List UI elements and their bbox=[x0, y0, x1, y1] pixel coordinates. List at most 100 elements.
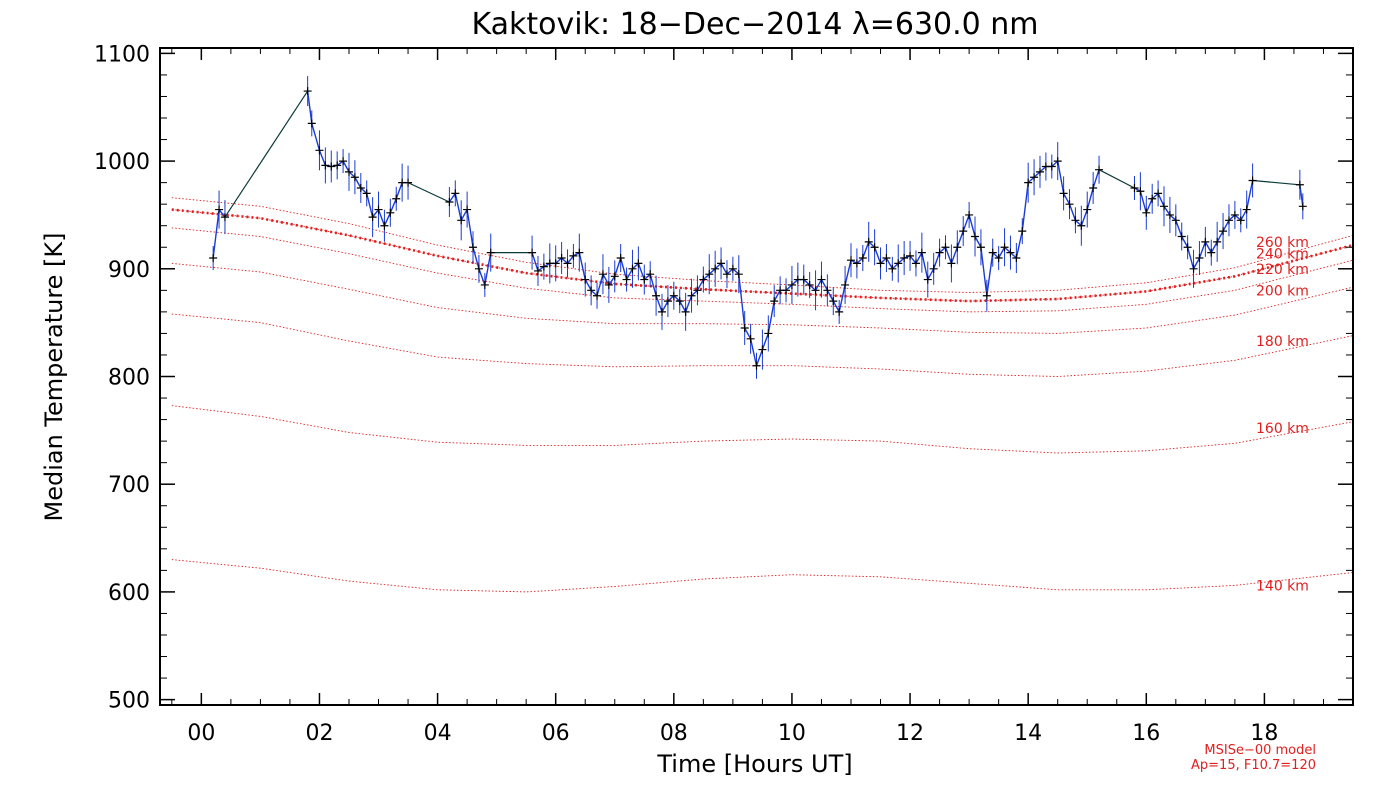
model-label-1: 240 km bbox=[1256, 247, 1309, 263]
data-segment-65 bbox=[738, 274, 746, 329]
data-point-18 bbox=[392, 194, 401, 203]
data-segment-21 bbox=[407, 182, 450, 203]
data-segment-27 bbox=[478, 268, 486, 286]
data-segment-109 bbox=[998, 246, 1006, 259]
data-segment-116 bbox=[1039, 165, 1047, 173]
data-segment-90 bbox=[885, 257, 893, 270]
data-segment-18 bbox=[389, 198, 397, 214]
data-point-59 bbox=[705, 270, 714, 279]
data-point-29 bbox=[528, 248, 537, 257]
x-tick-label-5: 10 bbox=[778, 721, 806, 746]
data-point-135 bbox=[1183, 243, 1192, 252]
data-segment-1 bbox=[212, 209, 220, 259]
data-point-52 bbox=[663, 297, 672, 306]
data-segment-47 bbox=[632, 262, 639, 270]
model-label-3: 200 km bbox=[1256, 283, 1309, 299]
data-point-130 bbox=[1154, 189, 1163, 198]
data-segment-28 bbox=[484, 252, 492, 286]
data-segment-96 bbox=[921, 252, 929, 280]
data-segment-46 bbox=[625, 268, 634, 280]
data-point-110 bbox=[1006, 248, 1015, 257]
data-segment-74 bbox=[791, 279, 799, 286]
data-point-44 bbox=[616, 254, 625, 263]
data-segment-124 bbox=[1086, 187, 1094, 210]
data-segment-121 bbox=[1068, 203, 1077, 221]
data-point-128 bbox=[1142, 208, 1151, 217]
data-point-148 bbox=[1298, 202, 1307, 211]
data-segment-5 bbox=[311, 123, 321, 151]
data-point-90 bbox=[888, 264, 897, 273]
data-point-129 bbox=[1148, 194, 1157, 203]
data-point-49 bbox=[646, 270, 655, 279]
data-segment-44 bbox=[614, 257, 622, 277]
data-point-68 bbox=[758, 345, 767, 354]
data-point-53 bbox=[669, 291, 678, 300]
data-segment-133 bbox=[1169, 214, 1177, 221]
data-segment-59 bbox=[702, 273, 710, 281]
data-point-98 bbox=[935, 248, 944, 257]
data-point-125 bbox=[1095, 165, 1104, 174]
y-tick-label-1: 600 bbox=[108, 581, 150, 606]
data-segment-110 bbox=[1004, 246, 1011, 254]
data-point-75 bbox=[799, 275, 808, 284]
data-point-124 bbox=[1089, 184, 1098, 193]
data-segment-126 bbox=[1098, 169, 1135, 189]
data-point-23 bbox=[457, 216, 466, 225]
data-segment-120 bbox=[1062, 193, 1071, 205]
data-point-35 bbox=[563, 259, 572, 268]
data-segment-39 bbox=[584, 279, 592, 291]
x-tick-label-0: 00 bbox=[187, 721, 215, 746]
data-segment-86 bbox=[862, 241, 870, 259]
data-segment-89 bbox=[880, 257, 887, 264]
data-point-17 bbox=[386, 208, 395, 217]
data-segment-87 bbox=[868, 241, 876, 248]
model-label-6: 140 km bbox=[1256, 578, 1309, 594]
data-point-14 bbox=[368, 213, 377, 222]
data-point-82 bbox=[841, 280, 850, 289]
data-point-62 bbox=[722, 270, 731, 279]
data-point-9 bbox=[339, 157, 348, 166]
y-axis-label: Median Temperature [K] bbox=[40, 232, 68, 521]
data-point-60 bbox=[711, 264, 720, 273]
data-segment-91 bbox=[891, 262, 899, 270]
data-point-112 bbox=[1018, 227, 1027, 236]
data-segment-111 bbox=[1009, 252, 1017, 259]
model-label-4: 180 km bbox=[1256, 334, 1309, 350]
data-segment-78 bbox=[814, 279, 823, 291]
data-segment-100 bbox=[944, 247, 953, 264]
data-segment-38 bbox=[578, 252, 586, 280]
data-segment-112 bbox=[1015, 230, 1023, 259]
data-point-103 bbox=[965, 210, 974, 219]
data-point-40 bbox=[593, 291, 602, 300]
data-point-51 bbox=[658, 307, 667, 316]
data-point-67 bbox=[752, 361, 761, 370]
data-segment-67 bbox=[749, 338, 758, 366]
data-point-100 bbox=[947, 259, 956, 268]
data-point-43 bbox=[610, 272, 619, 281]
data-segment-22 bbox=[448, 193, 456, 203]
data-point-21 bbox=[445, 198, 454, 207]
data-segment-66 bbox=[744, 327, 752, 340]
data-segment-13 bbox=[360, 187, 368, 194]
data-markers bbox=[209, 87, 1307, 370]
data-segment-88 bbox=[873, 247, 882, 264]
data-segment-145 bbox=[1240, 209, 1248, 221]
data-segment-113 bbox=[1021, 182, 1029, 232]
model-line-0 bbox=[171, 559, 1354, 593]
data-segment-50 bbox=[649, 273, 657, 296]
data-point-147 bbox=[1295, 180, 1304, 189]
data-segment-16 bbox=[377, 209, 386, 226]
data-segment-137 bbox=[1192, 257, 1201, 270]
data-segment-63 bbox=[726, 268, 734, 275]
y-tick-label-3: 800 bbox=[108, 366, 150, 391]
data-segment-101 bbox=[950, 247, 958, 264]
data-point-122 bbox=[1077, 221, 1086, 230]
data-point-83 bbox=[846, 256, 855, 265]
data-point-11 bbox=[350, 173, 359, 182]
data-point-142 bbox=[1224, 216, 1233, 225]
y-tick-label-0: 500 bbox=[108, 689, 150, 714]
data-segment-123 bbox=[1080, 209, 1088, 226]
data-point-131 bbox=[1160, 202, 1169, 211]
data-segment-11 bbox=[348, 171, 356, 178]
data-segment-132 bbox=[1163, 205, 1171, 216]
